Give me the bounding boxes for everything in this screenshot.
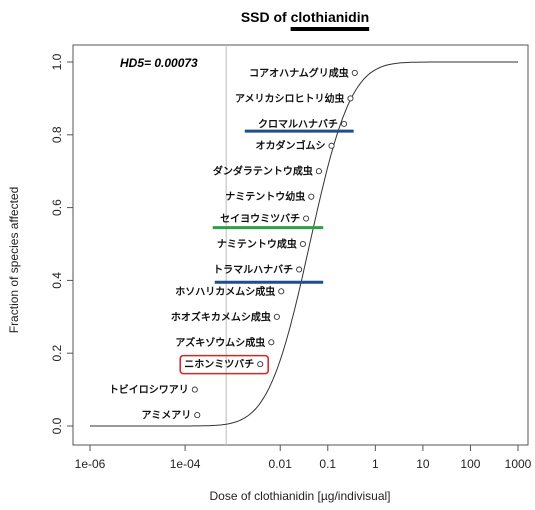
point-label-8: セイヨウミツバチ <box>220 213 300 225</box>
point-label-13: アメリカシロヒトリ幼虫 <box>235 92 345 105</box>
y-axis: 0.0 0.2 0.4 0.6 0.8 1.0 <box>50 53 73 434</box>
y-tick-label-0: 0.0 <box>50 417 64 434</box>
point-marker-2 <box>257 361 264 368</box>
point-marker-4 <box>273 313 280 320</box>
x-axis-label: Dose of clothianidin [µg/indivisual] <box>209 489 390 503</box>
x-tick-label-5: 10 <box>416 457 430 471</box>
chart-title-prefix: SSD of <box>241 9 291 25</box>
point-label-1: トビイロシワアリ <box>109 383 189 396</box>
data-point-13: アメリカシロヒトリ幼虫 <box>235 92 354 105</box>
x-axis: 1e-06 1e-04 0.01 0.1 1 10 100 1000 <box>75 445 532 471</box>
point-marker-8 <box>303 215 310 222</box>
point-label-4: ホオズキカメムシ成虫 <box>171 310 271 323</box>
point-marker-12 <box>341 120 348 127</box>
data-point-6: トラマルハナバチ <box>213 264 303 276</box>
data-point-5: ホソハリカメムシ成虫 <box>175 285 285 298</box>
y-tick-label-4: 0.8 <box>50 126 64 143</box>
point-marker-7 <box>299 240 306 248</box>
x-tick-label-4: 1 <box>372 457 379 471</box>
chart-title: SSD of clothianidin <box>241 9 369 25</box>
data-point-0: アミメアリ <box>141 410 201 422</box>
point-label-0: アミメアリ <box>141 410 191 422</box>
point-label-10: ダンダラテントウ成虫 <box>213 165 313 178</box>
data-point-3: アズキゾウムシ成虫 <box>175 336 275 349</box>
y-tick-label-5: 1.0 <box>50 53 64 70</box>
point-marker-14 <box>351 69 358 76</box>
data-point-9: ナミテントウ幼虫 <box>225 190 315 203</box>
data-point-4: ホオズキカメムシ成虫 <box>171 310 280 323</box>
range-bars <box>212 129 354 284</box>
point-label-7: ナミテントウ成虫 <box>217 238 297 251</box>
point-marker-5 <box>278 288 285 295</box>
point-label-5: ホソハリカメムシ成虫 <box>175 285 275 298</box>
point-label-9: ナミテントウ幼虫 <box>225 190 305 203</box>
point-marker-6 <box>296 266 303 273</box>
point-marker-1 <box>191 386 198 393</box>
y-tick-label-3: 0.6 <box>50 199 64 216</box>
x-tick-label-2: 0.01 <box>269 457 293 471</box>
point-label-11: オカダンゴムシ <box>256 139 326 152</box>
x-tick-label-0: 1e-06 <box>75 457 106 471</box>
plot-frame <box>72 44 529 446</box>
point-marker-9 <box>308 193 315 200</box>
data-point-14: コアオハナムグリ成虫 <box>249 66 358 79</box>
point-marker-11 <box>328 142 335 149</box>
point-label-14: コアオハナムグリ成虫 <box>249 66 349 79</box>
data-point-1: トビイロシワアリ <box>109 383 198 396</box>
data-point-7: ナミテントウ成虫 <box>217 238 306 251</box>
x-tick-label-3: 0.1 <box>319 457 336 471</box>
highlight-box <box>179 354 270 375</box>
hd5-label: HD5= 0.00073 <box>120 56 198 70</box>
data-point-11: オカダンゴムシ <box>256 139 335 152</box>
y-tick-label-2: 0.4 <box>50 272 64 289</box>
data-point-8: セイヨウミツバチ <box>220 213 310 225</box>
point-marker-10 <box>315 168 322 175</box>
data-point-12: クロマルハナバチ <box>258 118 348 130</box>
point-label-12: クロマルハナバチ <box>258 118 338 130</box>
x-tick-label-7: 1000 <box>505 457 532 471</box>
y-axis-label: Fraction of species affected <box>7 187 21 334</box>
point-marker-0 <box>194 412 201 419</box>
point-label-2: ニホンミツバチ <box>184 359 254 371</box>
point-marker-3 <box>268 339 275 346</box>
point-label-6: トラマルハナバチ <box>213 264 293 276</box>
point-marker-13 <box>347 95 354 102</box>
data-point-2: ニホンミツバチ <box>179 354 270 375</box>
chart-title-chemical: clothianidin <box>291 9 370 25</box>
data-point-10: ダンダラテントウ成虫 <box>213 165 322 178</box>
ssd-curve <box>90 61 518 427</box>
point-label-3: アズキゾウムシ成虫 <box>175 336 265 349</box>
x-tick-label-6: 100 <box>460 457 480 471</box>
x-tick-label-1: 1e-04 <box>170 457 201 471</box>
y-tick-label-1: 0.2 <box>50 345 64 362</box>
